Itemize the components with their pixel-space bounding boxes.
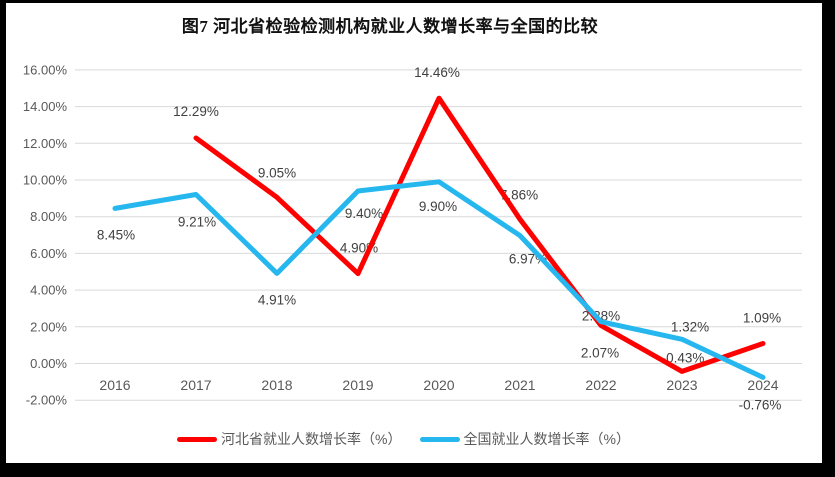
chart-legend: 河北省就业人数增长率（%） 全国就业人数增长率（%） [0, 429, 821, 449]
data-label: 9.05% [258, 165, 296, 180]
data-label: 12.29% [173, 104, 219, 119]
hebei-line-swatch-icon [177, 436, 218, 442]
chart-svg: 16.00% 14.00% 12.00% 10.00% 8.00% 6.00% 4.00% 2… [23, 62, 802, 412]
x-axis-tick-label: 2020 [423, 377, 454, 393]
legend-label-national: 全国就业人数增长率（%） [463, 431, 630, 447]
x-axis-tick-label: 2017 [180, 377, 211, 393]
data-label: 7.86% [500, 187, 538, 202]
data-label: 1.32% [671, 319, 709, 334]
data-label: 2.07% [581, 346, 619, 361]
data-label: 1.09% [743, 310, 781, 325]
x-axis-tick-label: 2024 [747, 377, 778, 393]
legend-item-national: 全国就业人数增长率（%） [419, 429, 630, 449]
x-axis-tick-label: 2022 [585, 377, 616, 393]
y-axis-tick-label: 10.00% [23, 173, 68, 188]
data-label: 4.91% [258, 292, 296, 307]
chart-title: 图7 河北省检验检测机构就业人数增长率与全国的比较 [181, 17, 599, 36]
y-axis-tick-label: 2.00% [30, 319, 67, 334]
data-label: 9.40% [345, 206, 383, 221]
y-axis-tick-label: 8.00% [30, 209, 67, 224]
y-axis-tick-label: 6.00% [30, 246, 67, 261]
series-line-0 [193, 95, 766, 374]
x-axis-tick-label: 2021 [504, 377, 535, 393]
page-edge-bottom [0, 463, 835, 477]
legend-item-hebei: 河北省就业人数增长率（%） [177, 429, 402, 449]
data-label: -0.76% [739, 397, 782, 412]
page-edge-right [822, 0, 835, 477]
y-axis-tick-label: 4.00% [30, 283, 67, 298]
page-edge-top [0, 0, 835, 3]
y-axis-tick-label: 0.00% [30, 356, 67, 371]
x-axis-tick-label: 2023 [666, 377, 697, 393]
x-axis-tick-label: 2018 [261, 377, 292, 393]
data-label: 14.46% [414, 65, 460, 80]
data-label: 9.90% [419, 199, 457, 214]
x-axis-tick-label: 2016 [99, 377, 130, 393]
legend-label-hebei: 河北省就业人数增长率（%） [221, 431, 402, 447]
y-axis-tick-label: 14.00% [23, 99, 68, 114]
x-axis-tick-label: 2019 [342, 377, 373, 393]
y-axis-tick-label: -2.00% [26, 393, 68, 408]
data-label: 9.21% [178, 214, 216, 229]
y-axis-tick-label: 16.00% [23, 62, 68, 77]
data-label: 8.45% [97, 227, 135, 242]
page-edge-left [0, 0, 6, 477]
y-axis-tick-label: 12.00% [23, 136, 68, 151]
data-label: -0.43% [662, 350, 705, 365]
series-line-1 [112, 179, 766, 380]
national-line-swatch-icon [419, 436, 460, 442]
